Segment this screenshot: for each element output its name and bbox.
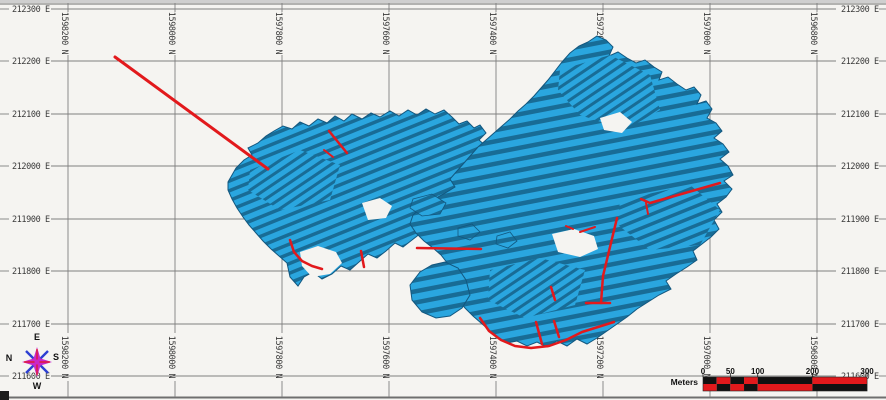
grid-label-top: 1598200 N (59, 12, 69, 55)
terrain-bench-patch (248, 150, 340, 210)
grid-label-bottom: 1597600 N (380, 336, 390, 379)
scale-bar-segment (730, 384, 745, 391)
scale-bar-outline (702, 376, 868, 392)
scale-tick-label: 200 (806, 367, 820, 376)
compass-center (34, 359, 40, 365)
grid-label-bottom: 1596800 N (808, 336, 818, 379)
terrain-gap (362, 198, 392, 220)
red-route-line (478, 316, 616, 350)
grid-layer: 212300 E 212300 E 212200 E 212200 E 212100 E… (0, 3, 886, 397)
red-route-line (113, 55, 270, 171)
terrain-blob (409, 261, 471, 319)
red-route-line (579, 226, 596, 233)
scale-bar-segment (703, 377, 717, 384)
grid-label-left: 211700 E (12, 320, 50, 330)
scale-bar-segment (703, 384, 717, 391)
grid-label-left: 211600 E (12, 372, 50, 382)
grid-label-right: 211700 E (841, 320, 879, 330)
scale-bar-segment (730, 377, 745, 384)
grid-label-bottom: 1598000 N (166, 336, 176, 379)
grid-label-right: 211800 E (841, 267, 879, 277)
red-route-line (323, 149, 334, 158)
grid-label-top: 1597800 N (273, 12, 283, 55)
scale-bar-segment (812, 384, 868, 391)
grid-label-left: 212300 E (12, 5, 50, 15)
red-route-line (645, 202, 649, 215)
scale-bar-segment (757, 384, 813, 391)
grid-label-right: 212000 E (841, 162, 879, 172)
grid-label-right: 212300 E (841, 5, 879, 15)
scale-bar-segment (812, 377, 868, 384)
red-route-line (288, 238, 324, 271)
scale-bar-segment (744, 384, 758, 391)
grid-label-top: 1597400 N (487, 12, 497, 55)
top-frame-band (0, 0, 886, 3)
scale-tick-label: 300 (860, 367, 874, 376)
scale-bar-segment (716, 377, 731, 384)
scale-tick-label: 0 (701, 367, 706, 376)
compass-label-west: W (32, 381, 42, 391)
grid-label-right: 212200 E (841, 57, 879, 67)
grid-label-right: 211900 E (841, 215, 879, 225)
compass-label-south: S (52, 352, 59, 362)
grid-label-top: 1597200 N (594, 12, 604, 55)
terrain-island (495, 231, 518, 249)
scale-tick-label: 50 (726, 367, 735, 376)
grid-label-right: 212100 E (841, 110, 879, 120)
terrain-gap (600, 112, 632, 133)
scale-bar: 0 50 100 200 300 (701, 367, 874, 392)
grid-label-bottom: 1597200 N (594, 336, 604, 379)
scale-bar-segment (716, 384, 731, 391)
terrain-bench-patch (488, 258, 585, 318)
red-route-line (565, 225, 574, 230)
red-route-line (534, 320, 544, 346)
grid-label-left: 212000 E (12, 162, 50, 172)
terrain-gap (552, 229, 598, 257)
grid-label-left: 212200 E (12, 57, 50, 67)
corner-block (0, 391, 9, 400)
grid-label-left: 211800 E (12, 267, 50, 277)
grid-label-top: 1596800 N (808, 12, 818, 55)
grid-label-top: 1597600 N (380, 12, 390, 55)
compass-label-north: N (5, 353, 13, 363)
grid-label-bottom: 1597800 N (273, 336, 283, 379)
terrain-island (457, 223, 481, 241)
red-route-line (359, 249, 366, 269)
red-route-line (599, 216, 619, 305)
scale-bar-segment (757, 377, 813, 384)
compass-label-east: E (33, 332, 40, 342)
scale-tick-label: 100 (751, 367, 765, 376)
scale-units-label: Meters (670, 377, 698, 387)
terrain-layer (227, 35, 734, 348)
grid-label-left: 212100 E (12, 110, 50, 120)
grid-label-bottom: 1598200 N (59, 336, 69, 379)
red-route-line (639, 181, 722, 205)
terrain-island (409, 193, 447, 217)
grid-label-bottom: 1597400 N (487, 336, 497, 379)
grid-label-top: 1598000 N (166, 12, 176, 55)
grid-label-top: 1597000 N (701, 12, 711, 55)
red-route-line (415, 246, 483, 251)
grid-label-left: 211900 E (12, 215, 50, 225)
red-route-line (549, 285, 557, 302)
red-route-line (552, 319, 561, 339)
red-route-line (327, 129, 349, 155)
terrain-gap (300, 246, 342, 277)
terrain-bench-patch (558, 55, 660, 130)
red-survey-lines (113, 55, 722, 350)
scale-bar-segment (744, 377, 758, 384)
compass-rose (22, 347, 52, 377)
grid-label-bottom: 1597000 N (701, 336, 711, 379)
